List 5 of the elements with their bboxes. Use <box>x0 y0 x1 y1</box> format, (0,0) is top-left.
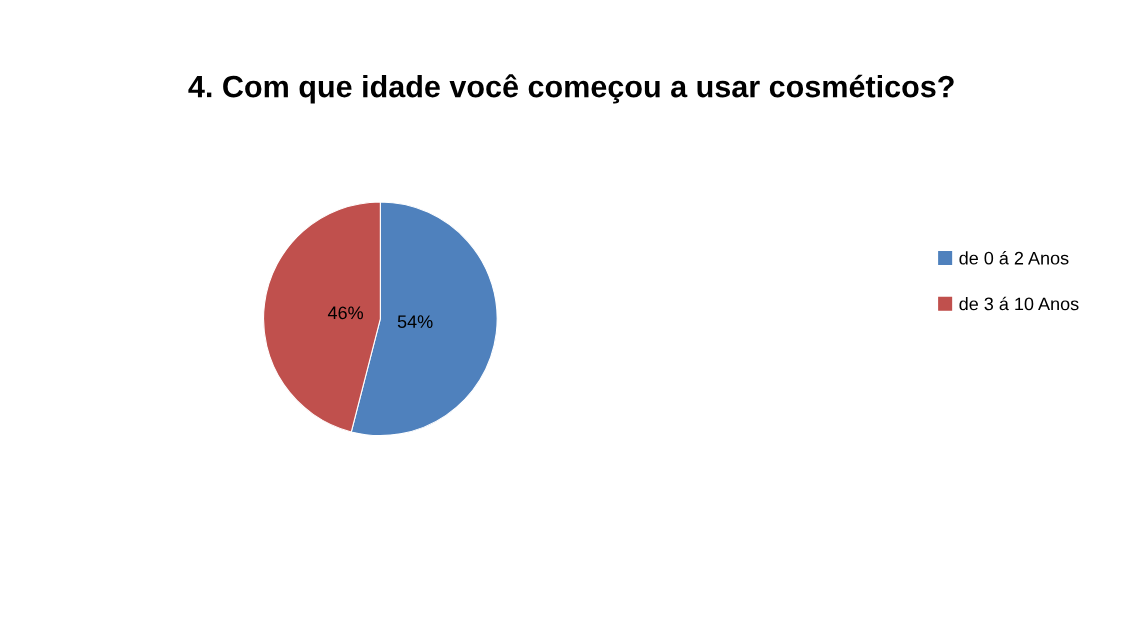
data-label: 54% <box>397 315 433 329</box>
data-label: 46% <box>327 306 364 320</box>
legend-label: de 3 á 10 Anos <box>959 296 1079 311</box>
legend-label: de 0 á 2 Anos <box>959 251 1069 265</box>
chart-title: 4. Com que idade você começou a usar cosméticos? <box>188 74 954 104</box>
